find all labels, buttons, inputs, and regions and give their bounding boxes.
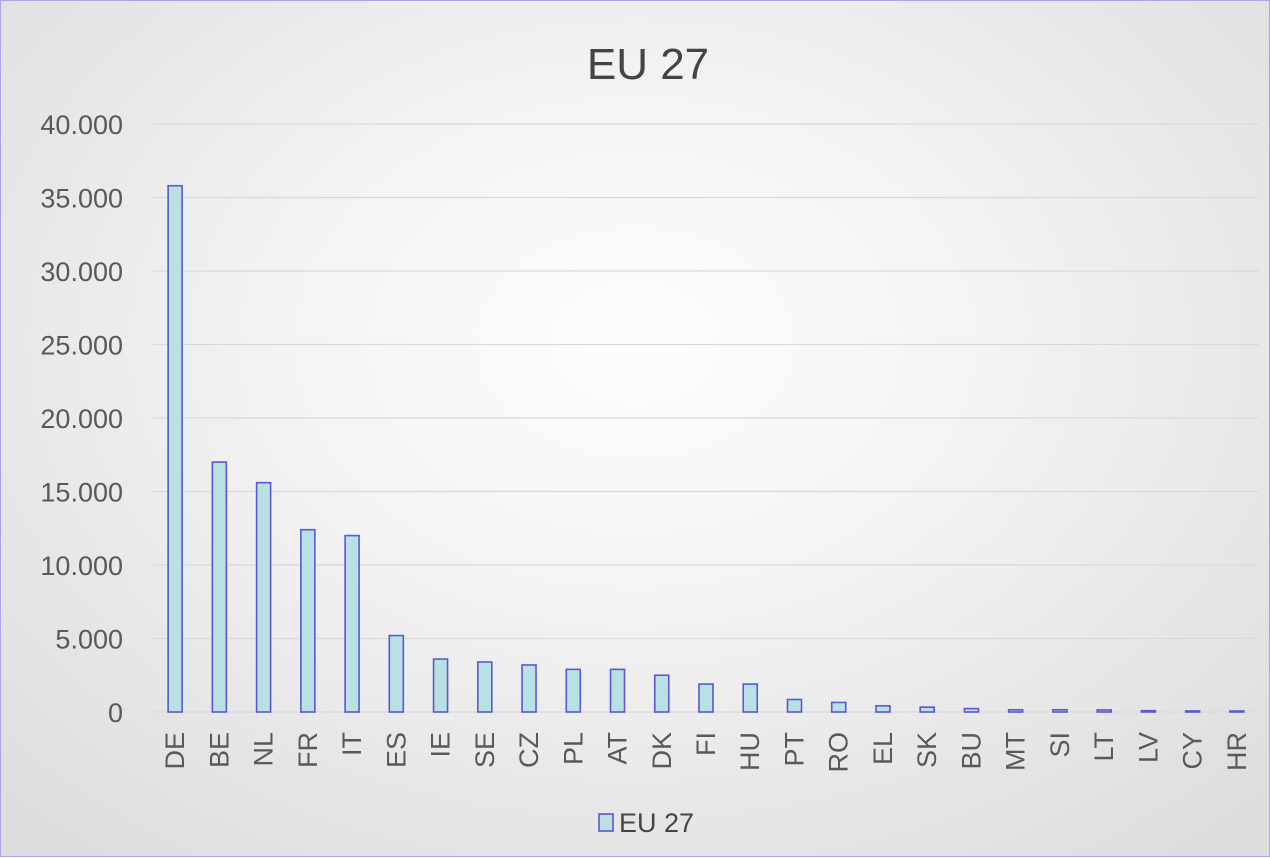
x-category-label: AT — [603, 732, 633, 765]
bar-sk — [919, 706, 936, 713]
x-category-label: BE — [204, 732, 234, 768]
x-category-label: HU — [735, 732, 765, 771]
x-category-label: RO — [824, 732, 854, 773]
x-category-label: DK — [647, 732, 677, 770]
gridlines — [153, 123, 1259, 713]
y-axis-tick-labels: 0 5.000 10.000 15.000 20.000 25.000 30.000 35.0… — [40, 110, 123, 728]
bar-cy — [1184, 710, 1201, 713]
legend-label: EU 27 — [619, 808, 694, 838]
x-category-label: MT — [1001, 732, 1031, 771]
bar-si — [1052, 708, 1068, 713]
y-tick-label: 20.000 — [40, 404, 123, 434]
x-category-label: BU — [956, 732, 986, 770]
bar-fi — [698, 683, 714, 713]
x-category-label: DE — [160, 732, 190, 770]
bar-es — [388, 634, 405, 713]
x-category-label: CZ — [514, 732, 544, 768]
bar-nl — [255, 481, 272, 713]
y-tick-label: 10.000 — [40, 551, 123, 581]
x-category-label: LT — [1089, 732, 1119, 762]
bar-it — [344, 534, 360, 713]
x-category-label: ES — [381, 732, 411, 768]
bar-hu — [742, 683, 759, 713]
x-category-label: HR — [1222, 732, 1252, 771]
x-category-label: SE — [470, 732, 500, 768]
bar-de — [167, 184, 183, 713]
x-category-label: EL — [868, 732, 898, 765]
bar-bu — [963, 707, 980, 713]
bar-hr — [1229, 710, 1245, 713]
x-category-label: SK — [912, 732, 942, 768]
bar-el — [875, 705, 891, 713]
y-tick-label: 0 — [108, 698, 123, 728]
chart-title: EU 27 — [587, 40, 709, 89]
legend: EU 27 — [598, 808, 694, 838]
bar-ro — [830, 701, 847, 713]
x-category-label: CY — [1178, 732, 1208, 770]
bar-pt — [786, 698, 803, 713]
x-category-label: FI — [691, 732, 721, 756]
y-tick-label: 15.000 — [40, 478, 123, 508]
x-category-label: FR — [293, 732, 323, 768]
y-tick-label: 25.000 — [40, 331, 123, 361]
x-category-label: LV — [1133, 732, 1163, 763]
bar-cz — [521, 664, 537, 713]
bar-pl — [565, 668, 582, 713]
bar-ie — [432, 658, 449, 713]
bar-fr — [300, 528, 316, 713]
x-category-label: SI — [1045, 732, 1075, 758]
x-category-label: NL — [249, 732, 279, 767]
bar-mt — [1007, 708, 1024, 713]
x-category-label: IE — [426, 732, 456, 758]
x-category-label: IT — [337, 732, 367, 756]
bar-lv — [1140, 709, 1157, 713]
y-tick-label: 35.000 — [40, 184, 123, 214]
bar-lt — [1096, 709, 1112, 713]
x-axis-category-labels: DE BE NL FR IT ES IE SE CZ PL AT DK FI HU PT RO EL SK BU MT… — [160, 732, 1252, 773]
bar-be — [211, 461, 228, 713]
y-tick-label: 30.000 — [40, 257, 123, 287]
bar-se — [476, 661, 493, 713]
legend-swatch — [598, 813, 614, 832]
bar-dk — [653, 674, 670, 713]
x-category-label: PL — [558, 732, 588, 765]
y-tick-label: 40.000 — [40, 110, 123, 140]
bars — [167, 184, 1245, 713]
bar-at — [609, 668, 626, 713]
y-tick-label: 5.000 — [55, 625, 123, 655]
x-category-label: PT — [779, 732, 809, 767]
